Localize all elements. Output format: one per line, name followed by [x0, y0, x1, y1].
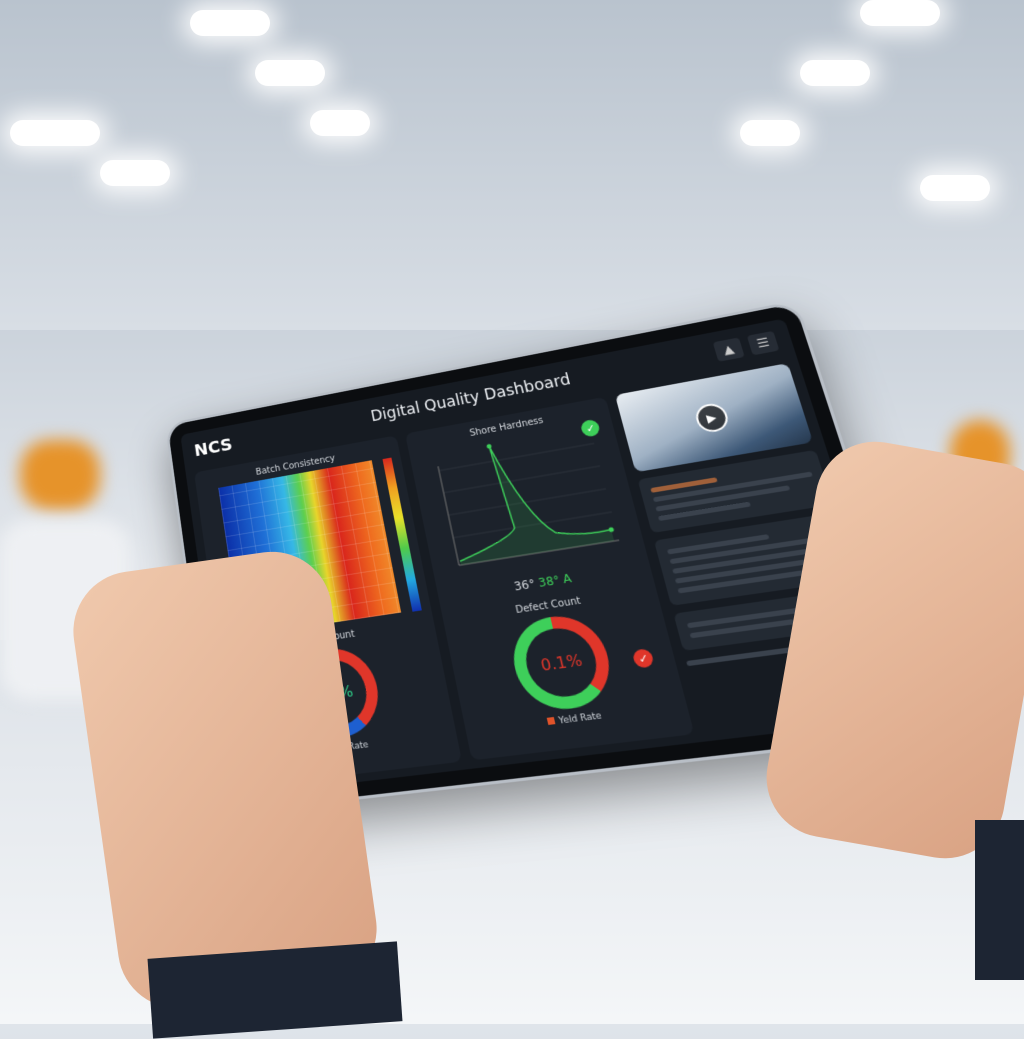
- bell-icon[interactable]: ▲: [712, 337, 745, 362]
- defect-value: 0.1%: [538, 649, 584, 675]
- menu-icon[interactable]: ☰: [746, 330, 780, 356]
- right-sleeve: [975, 820, 1024, 980]
- ceiling-light: [920, 175, 990, 201]
- factory-ceiling: [0, 0, 1024, 330]
- defect-donut: 0.1%: [505, 610, 620, 715]
- left-sleeve: [147, 941, 403, 1039]
- ceiling-light: [860, 0, 940, 26]
- legend-label: Yeld Rate: [557, 711, 603, 727]
- y-axis: [438, 466, 459, 565]
- peak-point: [486, 443, 493, 449]
- ceiling-light: [255, 60, 325, 86]
- legend-swatch: [546, 716, 556, 725]
- readout-a: 36°: [512, 577, 537, 594]
- ceiling-light: [740, 120, 800, 146]
- robot-arm: [20, 440, 100, 510]
- tablet: NCS Digital Quality Dashboard ▲ ☰ Batch …: [95, 250, 940, 850]
- shore-line-chart: [417, 420, 630, 587]
- readout-b: 38° A: [537, 571, 573, 590]
- shore-hardness-panel: Shore Hardness ✓ 36° 38° A Defect Count …: [405, 396, 695, 761]
- ceiling-light: [10, 120, 100, 146]
- ceiling-light: [100, 160, 170, 186]
- play-icon[interactable]: ▶: [692, 401, 731, 435]
- check-icon: ✓: [631, 648, 656, 669]
- dashboard-screen: NCS Digital Quality Dashboard ▲ ☰ Batch …: [180, 318, 914, 797]
- ceiling-light: [310, 110, 370, 136]
- area-fill: [438, 428, 615, 565]
- ceiling-light: [800, 60, 870, 86]
- ceiling-light: [190, 10, 270, 36]
